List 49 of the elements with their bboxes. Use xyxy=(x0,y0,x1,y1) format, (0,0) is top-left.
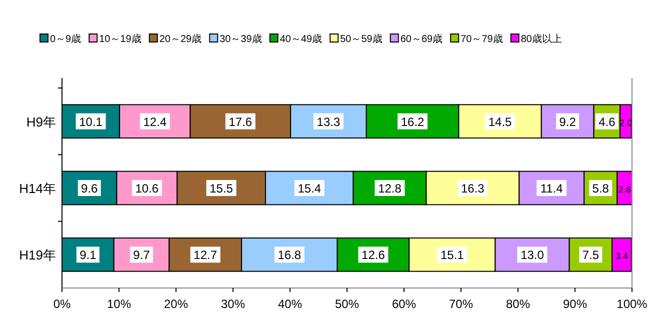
data-label: 15.4 xyxy=(298,182,322,196)
data-label: 16.2 xyxy=(400,114,425,129)
legend-label: 20～29歳 xyxy=(159,33,202,45)
data-label: 9.7 xyxy=(133,248,150,262)
data-label: 11.4 xyxy=(540,182,564,196)
data-label: 12.7 xyxy=(194,248,218,262)
data-label: 16.3 xyxy=(461,182,485,196)
x-tick-label: 90% xyxy=(562,297,588,311)
data-label: 2.6 xyxy=(618,184,631,194)
legend-label: 30～39歳 xyxy=(220,33,262,45)
x-tick-label: 70% xyxy=(448,297,474,311)
data-label: 15.5 xyxy=(210,182,234,196)
data-label: 10.6 xyxy=(135,182,159,196)
data-label: 12.6 xyxy=(362,248,386,262)
data-label: 3.4 xyxy=(615,251,628,262)
legend-label: 80歳以上 xyxy=(520,33,562,45)
data-label: 17.6 xyxy=(228,114,252,129)
y-tick-label: H19年 xyxy=(19,248,56,263)
data-label: 9.2 xyxy=(559,114,576,129)
x-tick-label: 40% xyxy=(278,297,302,311)
data-label: 13.3 xyxy=(316,114,340,129)
y-tick-label: H14年 xyxy=(19,181,56,196)
legend-label: 50～59歳 xyxy=(340,33,382,45)
legend-label: 60～69歳 xyxy=(400,33,443,45)
data-label: 13.0 xyxy=(520,248,544,262)
data-label: 9.1 xyxy=(80,248,97,262)
legend-label: 70～79歳 xyxy=(460,33,503,45)
data-label: 12.4 xyxy=(143,114,167,129)
x-tick-label: 10% xyxy=(106,297,132,311)
data-label: 16.8 xyxy=(278,248,302,262)
y-tick-label: H9年 xyxy=(26,114,56,130)
data-label: 10.1 xyxy=(79,114,103,129)
x-tick-label: 80% xyxy=(506,297,530,311)
legend-label: 0～9歳 xyxy=(50,33,82,45)
legend-label: 40～49歳 xyxy=(280,33,322,45)
x-tick-label: 50% xyxy=(334,297,360,311)
legend-label: 10～19歳 xyxy=(99,33,142,45)
data-label: 14.5 xyxy=(488,114,512,129)
x-tick-label: 20% xyxy=(164,297,188,311)
x-tick-label: 30% xyxy=(220,297,246,311)
data-label: 7.5 xyxy=(582,248,600,262)
x-tick-label: 100% xyxy=(616,297,648,311)
x-tick-label: 0% xyxy=(53,297,71,311)
data-label: 4.6 xyxy=(598,114,616,129)
data-label: 5.8 xyxy=(592,182,610,196)
x-tick-label: 60% xyxy=(392,297,416,311)
data-label: 9.6 xyxy=(81,182,98,196)
data-label: 12.8 xyxy=(378,182,402,196)
data-label: 15.1 xyxy=(440,248,464,262)
